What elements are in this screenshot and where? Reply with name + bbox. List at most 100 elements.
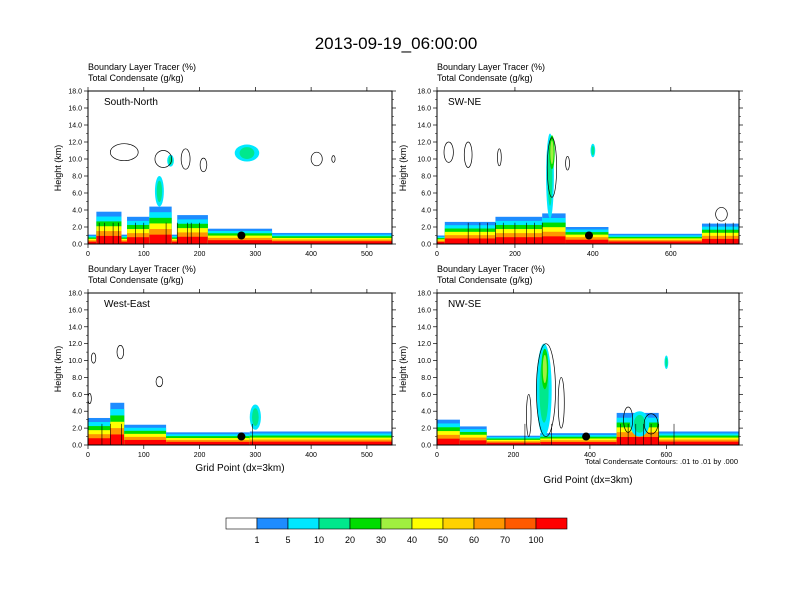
condensate-contour (536, 343, 556, 437)
y-tick-label: 12.0 (417, 341, 431, 348)
panel-header-condensate: Total Condensate (g/kg) (88, 73, 184, 83)
x-tick-label: 200 (509, 251, 521, 258)
x-tick-label: 600 (661, 452, 673, 459)
tracer-blob-core (550, 140, 554, 165)
x-tick-label: 200 (194, 251, 206, 258)
condensate-contour (643, 413, 659, 435)
y-axis-label: Height (km) (53, 346, 63, 393)
panel-sw-ne: Boundary Layer Tracer (%) Total Condensa… (398, 62, 743, 258)
condensate-contour (199, 157, 208, 173)
colorbar-swatch (473, 517, 506, 530)
tracer-blob-core (251, 408, 259, 426)
colorbar-label: 5 (285, 535, 290, 545)
tracer-plume-layer (124, 439, 167, 445)
tracer-plume-layer (542, 236, 566, 244)
y-tick-label: 14.0 (68, 324, 82, 331)
x-axis-label: Grid Point (dx=3km) (543, 475, 632, 486)
x-tick-label: 0 (86, 251, 90, 258)
y-tick-label: 14.0 (68, 123, 82, 130)
x-tick-label: 400 (305, 452, 317, 459)
condensate-contour (154, 150, 173, 168)
location-marker (237, 231, 246, 240)
x-axis-label: Grid Point (dx=3km) (195, 463, 284, 474)
plot-area: 0.0 2.0 4.0 6.0 8.0 10.0 12.0 14.0 16.0 18.0 0 100 2… (68, 87, 396, 258)
tracer-plume-layer (444, 238, 496, 244)
x-tick-label: 400 (305, 251, 317, 258)
colorbar-swatch (442, 517, 475, 530)
condensate-contour (715, 207, 728, 222)
panel-label: NW-SE (448, 299, 481, 310)
condensate-contour (116, 345, 125, 360)
y-tick-label: 2.0 (421, 225, 431, 232)
x-tick-label: 500 (361, 251, 373, 258)
x-tick-label: 0 (86, 452, 90, 459)
y-tick-label: 0.0 (72, 443, 82, 450)
y-tick-label: 2.0 (72, 426, 82, 433)
tracer-plume-layer (459, 440, 487, 445)
tracer-plume-layer (701, 238, 739, 244)
y-tick-label: 10.0 (68, 157, 82, 164)
colorbar-swatch (318, 517, 351, 530)
tracer-plume-layer (272, 241, 392, 244)
condensate-contour (180, 148, 191, 170)
condensate-contour (310, 151, 323, 167)
panel-south-north: Boundary Layer Tracer (%) Total Condensa… (53, 62, 396, 258)
colorbar-label: 20 (345, 535, 355, 545)
location-marker (582, 432, 591, 441)
condensate-contour (546, 137, 557, 198)
y-tick-label: 4.0 (421, 208, 431, 215)
y-tick-label: 14.0 (417, 123, 431, 130)
tracer-blob-core (591, 145, 595, 156)
panel-header-condensate: Total Condensate (g/kg) (437, 275, 533, 285)
x-tick-label: 600 (665, 251, 677, 258)
colorbar-label: 50 (438, 535, 448, 545)
condensate-contour (565, 156, 570, 171)
y-tick-label: 6.0 (72, 392, 82, 399)
x-tick-label: 400 (584, 452, 596, 459)
panel-header-tracer: Boundary Layer Tracer (%) (437, 62, 545, 72)
x-tick-label: 200 (508, 452, 520, 459)
y-axis-label: Height (km) (53, 145, 63, 192)
condensate-contour (623, 406, 634, 433)
colorbar-label: 60 (469, 535, 479, 545)
y-tick-label: 8.0 (421, 375, 431, 382)
contour-footnote: Total Condensate Contours: .01 to .01 by… (585, 457, 738, 466)
tracer-plume-layer (177, 236, 208, 244)
y-tick-label: 8.0 (72, 375, 82, 382)
y-tick-label: 10.0 (68, 358, 82, 365)
tracer-blob-core (665, 357, 668, 367)
colorbar-label: 1 (254, 535, 259, 545)
colorbar-label: 10 (314, 535, 324, 545)
y-tick-label: 8.0 (421, 174, 431, 181)
panel-header-condensate: Total Condensate (g/kg) (437, 73, 533, 83)
panel-label: West-East (104, 299, 150, 310)
x-tick-label: 0 (435, 251, 439, 258)
colorbar-label: 70 (500, 535, 510, 545)
tracer-plume-layer (658, 441, 739, 445)
panel-header-tracer: Boundary Layer Tracer (%) (437, 264, 545, 274)
tracer-plume-layer (127, 237, 150, 244)
panel-nw-se: Boundary Layer Tracer (%) Total Condensa… (398, 264, 743, 486)
condensate-contour (155, 376, 164, 388)
colorbar-swatch (287, 517, 320, 530)
tracer-plume-layer (565, 239, 609, 244)
y-tick-label: 6.0 (421, 191, 431, 198)
plot-body (88, 345, 392, 445)
tracer-blob-core (633, 415, 646, 433)
x-tick-label: 100 (138, 251, 150, 258)
y-tick-label: 0.0 (421, 443, 431, 450)
x-tick-label: 300 (249, 251, 261, 258)
y-tick-label: 2.0 (421, 426, 431, 433)
colorbar-label: 30 (376, 535, 386, 545)
y-tick-label: 4.0 (72, 208, 82, 215)
plot-body (437, 343, 739, 445)
y-tick-label: 12.0 (68, 140, 82, 147)
condensate-contour (109, 143, 139, 162)
y-tick-label: 16.0 (417, 106, 431, 113)
colorbar-swatch (411, 517, 444, 530)
tracer-plume-layer (616, 436, 659, 445)
y-tick-label: 10.0 (417, 358, 431, 365)
colorbar: 1 5 10 20 30 40 50 60 70 100 (225, 517, 568, 545)
y-tick-label: 18.0 (417, 89, 431, 96)
location-marker (584, 231, 593, 240)
